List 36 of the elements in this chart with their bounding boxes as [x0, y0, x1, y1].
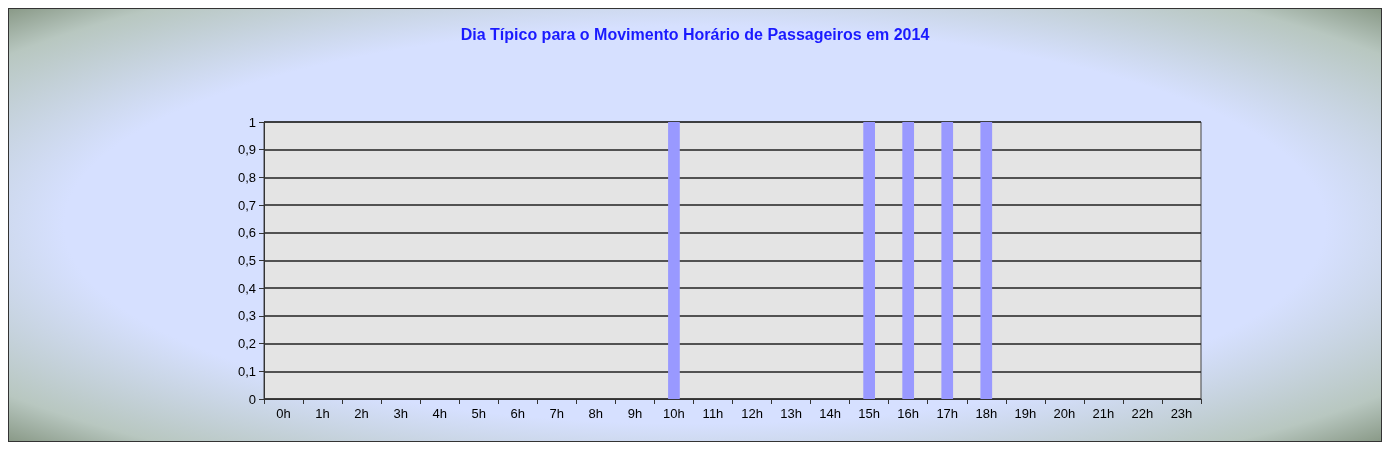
- x-tick-label: 1h: [315, 406, 330, 421]
- x-tick-label: 4h: [432, 406, 447, 421]
- x-tick-label: 6h: [510, 406, 526, 421]
- x-tick-label: 22h: [1131, 406, 1154, 421]
- x-tick-label: 18h: [975, 406, 998, 421]
- y-tick-label: 0,6: [237, 225, 256, 241]
- x-tick-label: 11h: [702, 406, 724, 421]
- y-tick-label: 0,2: [237, 336, 256, 352]
- x-tick-label: 21h: [1092, 406, 1115, 421]
- x-tick-label: 19h: [1014, 406, 1037, 421]
- y-tick-label: 0,1: [237, 363, 256, 379]
- x-tick-label: 20h: [1053, 406, 1076, 421]
- x-tick-label: 17h: [936, 406, 959, 421]
- x-tick-label: 12h: [741, 406, 763, 421]
- x-tick-label: 13h: [780, 406, 802, 421]
- x-tick-label: 0h: [276, 406, 291, 421]
- y-tick-label: 0,7: [237, 197, 256, 213]
- x-tick-label: 5h: [471, 406, 486, 421]
- y-tick-label: 0: [248, 391, 256, 407]
- y-tick-label: 0,4: [237, 280, 256, 296]
- y-tick-label: 0,3: [237, 308, 256, 324]
- x-tick-label: 10h: [663, 406, 685, 421]
- x-tick-label: 2h: [354, 406, 369, 421]
- x-tick-label: 15h: [858, 406, 880, 421]
- x-tick-label: 8h: [588, 406, 604, 421]
- y-tick-label: 0,8: [237, 169, 256, 185]
- x-tick-label: 7h: [549, 406, 565, 421]
- y-tick-label: 0,5: [237, 253, 256, 268]
- x-tick-label: 3h: [393, 406, 408, 421]
- x-tick-label: 23h: [1170, 406, 1193, 421]
- y-tick-label: 1: [248, 114, 256, 130]
- chart-title: Dia Típico para o Movimento Horário de Passageiros em 2014: [460, 25, 930, 43]
- x-tick-label: 16h: [897, 406, 920, 421]
- x-tick-label: 9h: [627, 406, 643, 421]
- x-tick-label: 14h: [819, 406, 841, 421]
- y-tick-label: 0,9: [237, 142, 256, 158]
